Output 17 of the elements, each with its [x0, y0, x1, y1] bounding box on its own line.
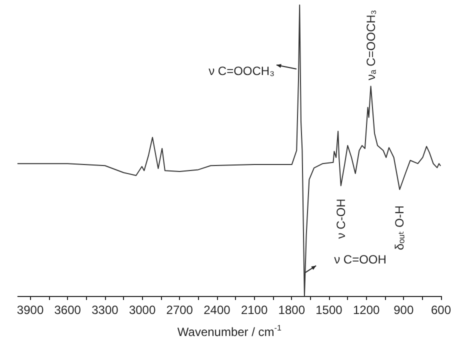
- annotation: ν C-OH: [334, 198, 348, 239]
- annotation: ν C=OOH: [334, 252, 386, 267]
- x-tick-label: 3600: [54, 303, 82, 317]
- x-tick-label: 2100: [240, 303, 268, 317]
- annotation: νₐ C=OOCH₃: [364, 10, 378, 80]
- x-tick-label: 2400: [204, 303, 231, 317]
- annotation: δₒᵤₜ O-H: [392, 205, 407, 250]
- x-tick-label: 3000: [128, 303, 156, 317]
- x-tick-label: 900: [394, 303, 414, 317]
- x-tick-label: 1500: [316, 303, 343, 317]
- x-tick-label: 1800: [278, 303, 306, 317]
- x-tick-label: 3900: [16, 303, 44, 317]
- x-tick-label: 2700: [166, 303, 194, 317]
- annotation: ν C=OOCH₃: [208, 64, 275, 78]
- x-tick-label: 3300: [92, 303, 119, 317]
- x-tick-label: 600: [430, 303, 452, 317]
- x-tick-label: 1200: [352, 303, 380, 317]
